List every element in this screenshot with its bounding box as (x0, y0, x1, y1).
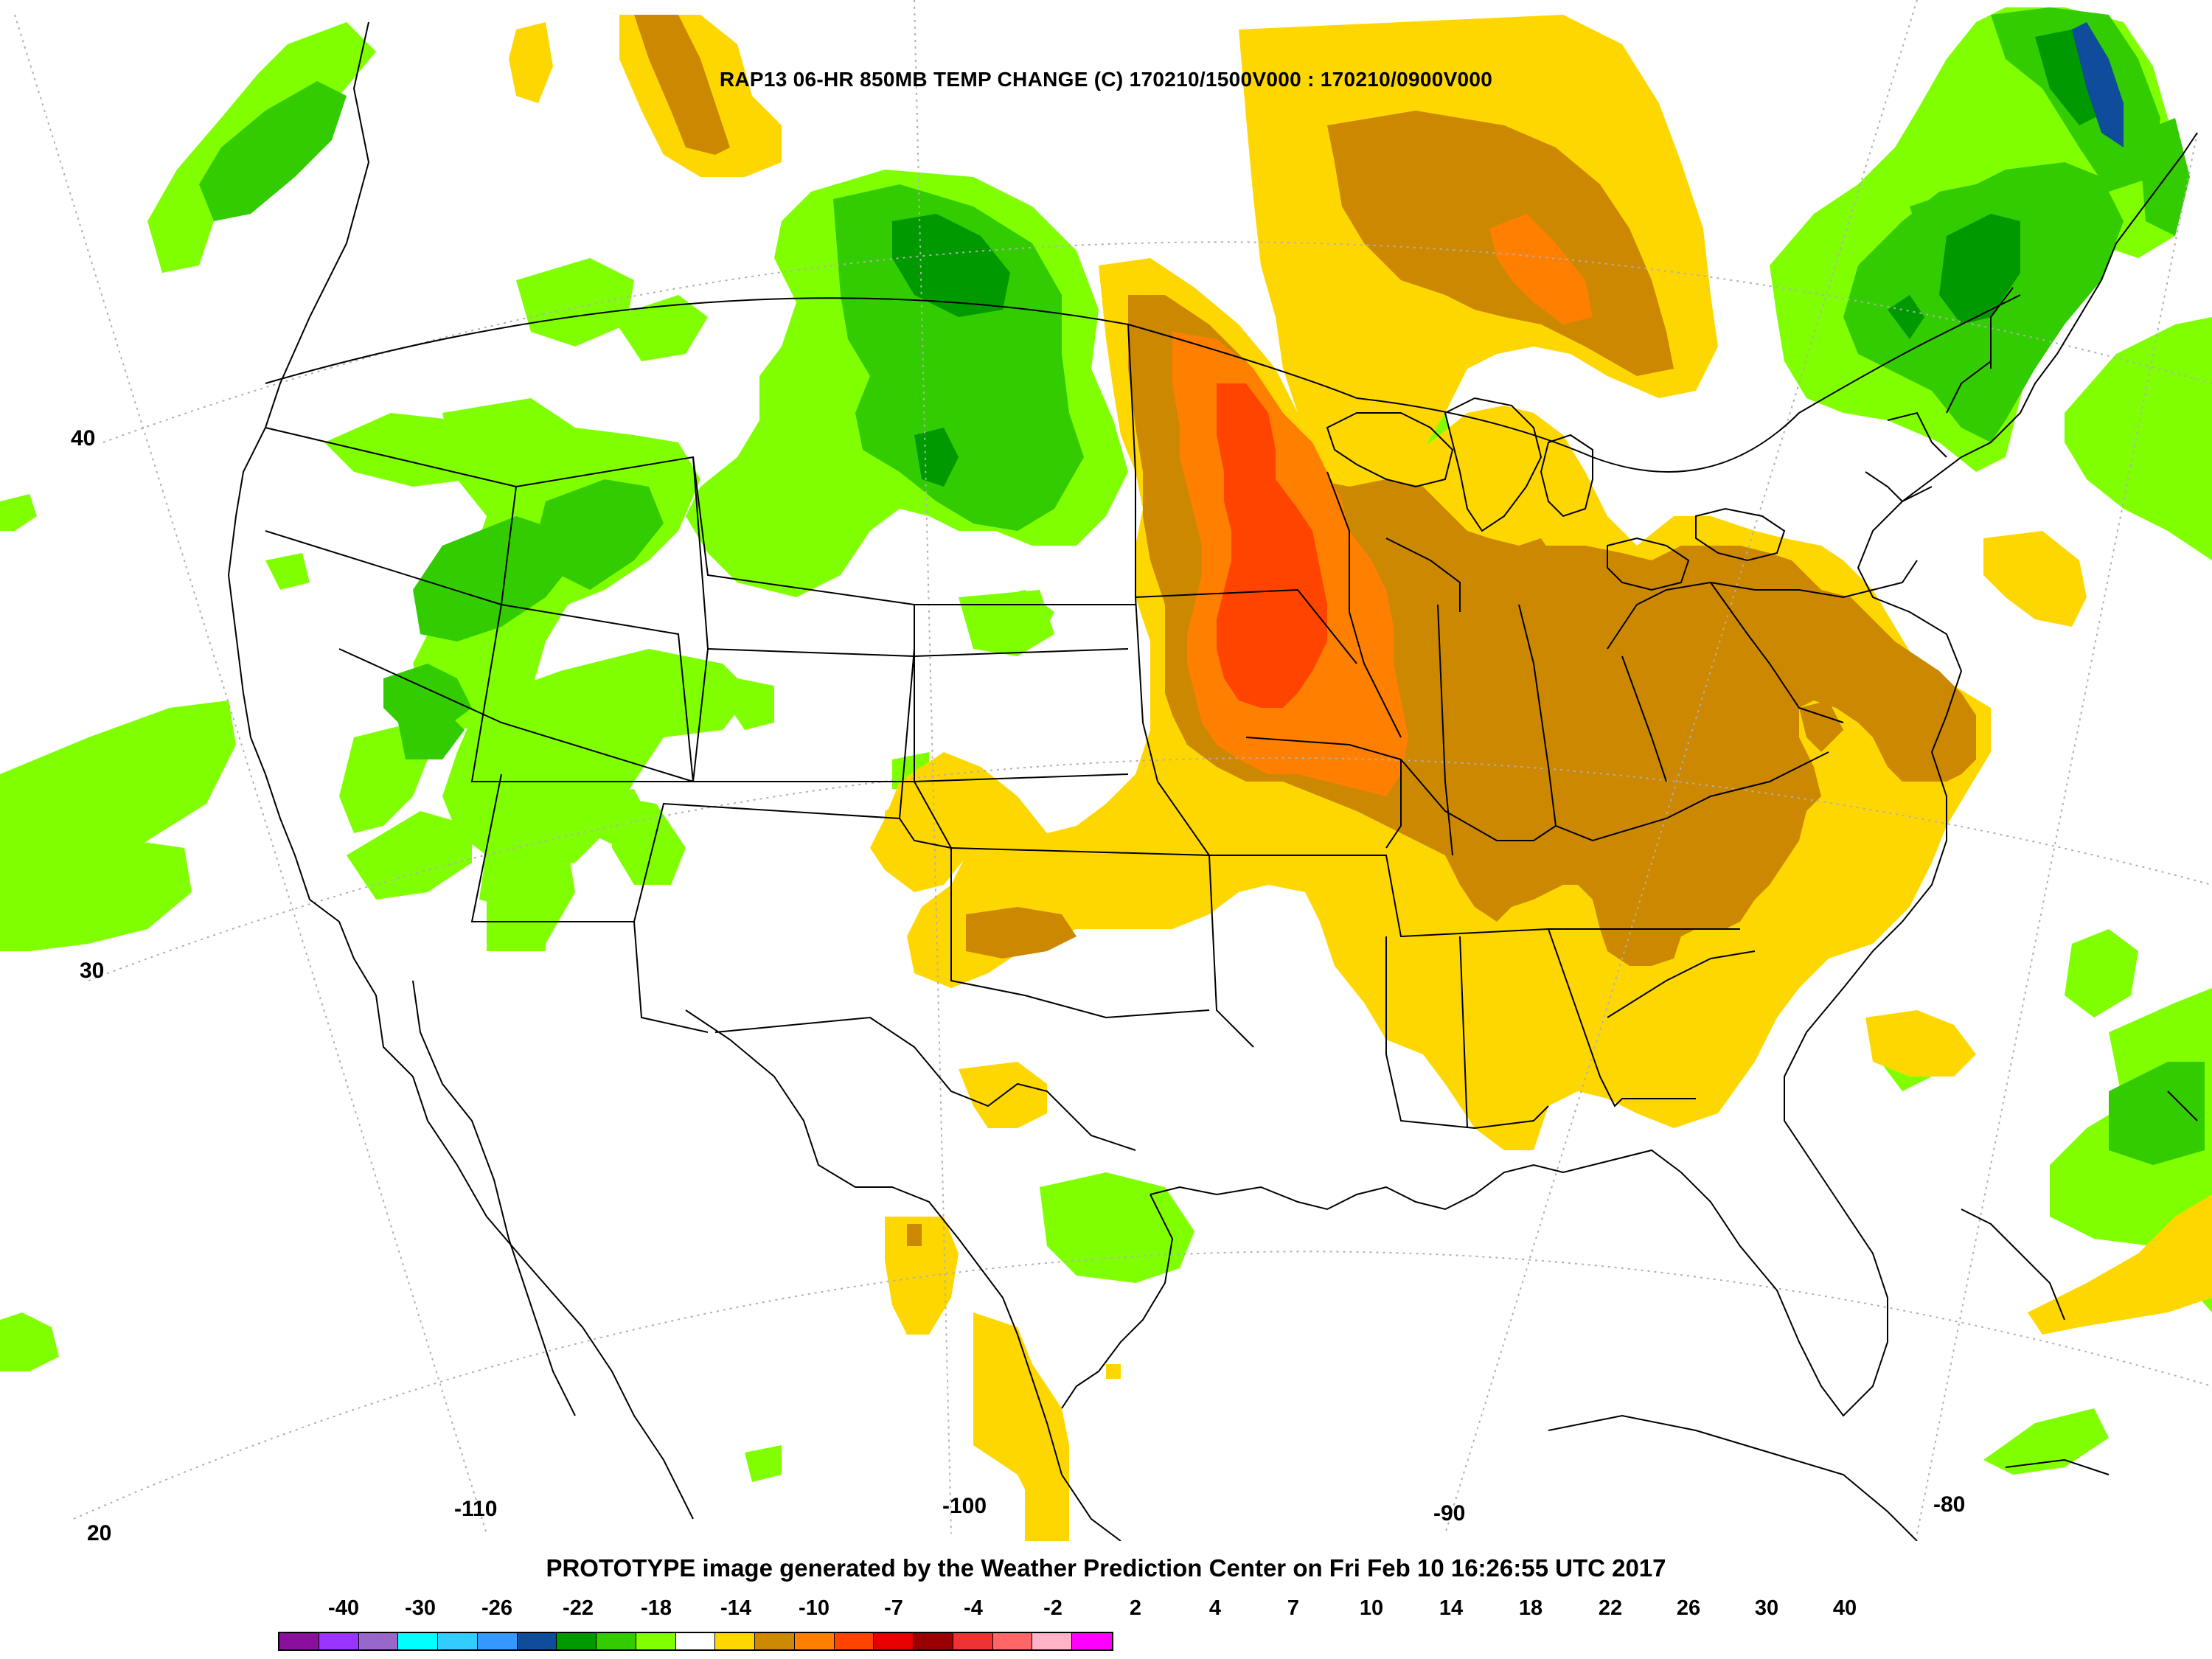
legend-label: -14 (720, 1596, 751, 1620)
legend-label: -4 (964, 1596, 983, 1620)
legend-label: -40 (328, 1596, 359, 1620)
legend-label: 10 (1359, 1596, 1384, 1620)
legend-label: -2 (1043, 1596, 1062, 1620)
legend-label: 26 (1676, 1596, 1701, 1620)
legend-label: 30 (1754, 1596, 1779, 1620)
legend-label: 2 (1129, 1596, 1142, 1620)
legend-swatch (438, 1633, 478, 1649)
legend-label: 40 (1832, 1596, 1857, 1620)
legend-swatch (992, 1633, 1033, 1649)
legend-label: -26 (481, 1596, 512, 1620)
legend-swatch (1072, 1633, 1112, 1649)
legend-label: 4 (1208, 1596, 1222, 1620)
legend-swatch (675, 1633, 716, 1649)
legend-swatch (914, 1633, 953, 1649)
legend-swatch (557, 1633, 597, 1649)
longitude-label-110: -110 (454, 1497, 498, 1521)
legend-swatch (279, 1633, 319, 1649)
legend-label: 14 (1439, 1596, 1464, 1620)
legend-label: 18 (1518, 1596, 1543, 1620)
legend-swatch (1032, 1633, 1072, 1649)
legend-label: 22 (1598, 1596, 1623, 1620)
legend-swatch (834, 1633, 874, 1649)
contour-fill-blue (2072, 22, 2124, 147)
legend-label: -30 (405, 1596, 436, 1620)
legend-label: -22 (563, 1596, 594, 1620)
longitude-label-100: -100 (942, 1494, 987, 1518)
political-borders (265, 287, 2021, 1151)
legend-swatch (477, 1633, 518, 1649)
footer-credit: PROTOTYPE image generated by the Weather… (546, 1554, 1666, 1582)
map-title: RAP13 06-HR 850MB TEMP CHANGE (C) 170210… (719, 68, 1493, 91)
legend-swatch (636, 1633, 676, 1649)
longitude-label-80: -80 (1933, 1492, 1966, 1517)
map-panel (0, 0, 2212, 1541)
legend-swatch (715, 1633, 755, 1649)
legend-swatch (953, 1633, 993, 1649)
graticule-lines (14, 0, 2212, 1534)
legend-swatch (794, 1633, 835, 1649)
latitude-label-30: 30 (80, 959, 105, 983)
legend-tick-labels: -40 -30 -26 -22 -18 -14 -10 -7 -4 -2 2 4… (0, 1596, 2212, 1626)
latitude-label-20: 20 (87, 1521, 112, 1545)
longitude-label-90: -90 (1433, 1501, 1466, 1526)
legend-label: 7 (1287, 1596, 1300, 1620)
legend-swatch (597, 1633, 636, 1649)
legend-swatch (517, 1633, 557, 1649)
legend-label: -7 (884, 1596, 903, 1620)
legend-swatch (755, 1633, 795, 1649)
legend-swatch (398, 1633, 438, 1649)
legend-swatch (874, 1633, 914, 1649)
contour-fill-red-orange (1217, 383, 1327, 708)
legend-label: -10 (799, 1596, 830, 1620)
legend-label: -18 (641, 1596, 672, 1620)
legend-swatch (319, 1633, 359, 1649)
latitude-label-40: 40 (71, 426, 96, 451)
legend-colorbar (278, 1632, 1113, 1651)
legend-swatch (358, 1633, 399, 1649)
coastlines (227, 21, 2198, 1541)
